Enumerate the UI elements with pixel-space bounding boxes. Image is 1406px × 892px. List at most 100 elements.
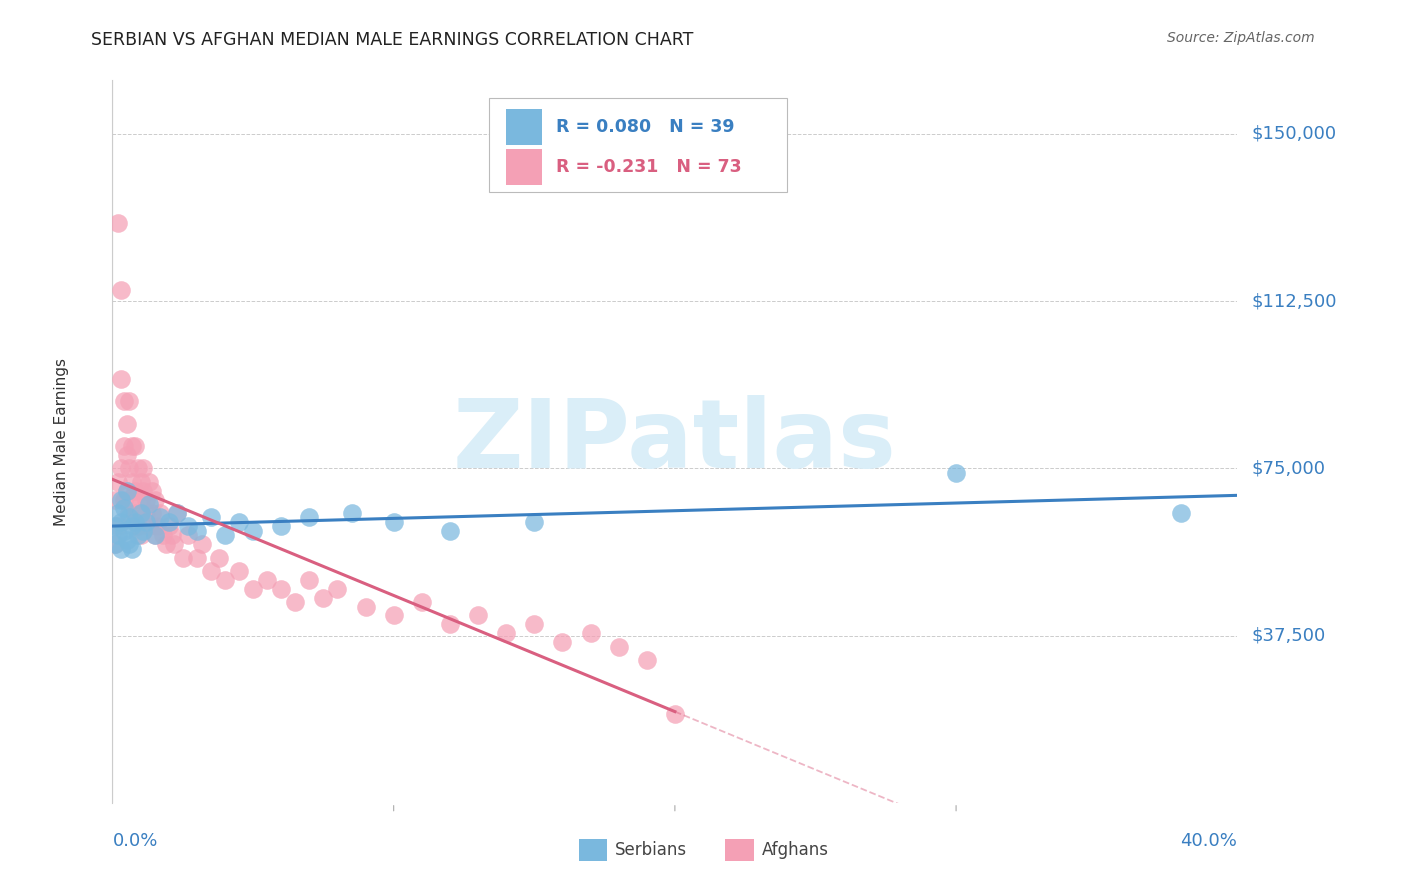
Point <box>129 492 152 507</box>
Point <box>112 394 135 409</box>
Point <box>149 510 172 524</box>
Point <box>127 519 149 533</box>
Text: SERBIAN VS AFGHAN MEDIAN MALE EARNINGS CORRELATION CHART: SERBIAN VS AFGHAN MEDIAN MALE EARNINGS C… <box>91 31 693 49</box>
Point <box>163 537 186 551</box>
Point <box>551 635 574 649</box>
Point <box>439 617 461 632</box>
Point <box>121 439 143 453</box>
Point <box>138 519 160 533</box>
Point <box>228 564 250 578</box>
FancyBboxPatch shape <box>506 109 543 145</box>
Point <box>138 497 160 511</box>
Point <box>112 524 135 538</box>
Point <box>138 475 160 489</box>
Point <box>382 515 405 529</box>
Point <box>132 524 155 538</box>
Point <box>127 461 149 475</box>
Point <box>298 510 321 524</box>
Text: Median Male Earnings: Median Male Earnings <box>55 358 69 525</box>
Point <box>523 515 546 529</box>
Text: Source: ZipAtlas.com: Source: ZipAtlas.com <box>1167 31 1315 45</box>
Point <box>115 483 138 498</box>
Point <box>607 640 630 654</box>
Point <box>121 541 143 556</box>
Point <box>186 524 208 538</box>
Point <box>191 537 214 551</box>
Text: $75,000: $75,000 <box>1251 459 1326 477</box>
Point <box>149 506 172 520</box>
Point <box>110 541 132 556</box>
FancyBboxPatch shape <box>506 149 543 185</box>
Point <box>118 394 141 409</box>
Point <box>214 528 236 542</box>
Point <box>326 582 349 596</box>
Point <box>340 506 363 520</box>
Text: Serbians: Serbians <box>616 841 688 859</box>
Point <box>115 533 138 547</box>
Point <box>110 283 132 297</box>
Point <box>579 626 602 640</box>
Point <box>129 475 152 489</box>
Point <box>104 537 127 551</box>
Point <box>270 582 292 596</box>
Point <box>124 439 146 453</box>
Point <box>107 528 129 542</box>
Point <box>124 506 146 520</box>
Point <box>1170 506 1192 520</box>
Point <box>270 519 292 533</box>
Point <box>298 573 321 587</box>
Point <box>110 492 132 507</box>
Point <box>214 573 236 587</box>
Point <box>124 515 146 529</box>
Point <box>141 483 163 498</box>
Point <box>118 510 141 524</box>
Point <box>945 466 967 480</box>
Point <box>124 483 146 498</box>
Point <box>107 506 129 520</box>
Point <box>115 483 138 498</box>
Point <box>382 608 405 623</box>
Point <box>110 372 132 386</box>
Point <box>157 519 180 533</box>
Point <box>143 528 166 542</box>
Point <box>110 461 132 475</box>
Point <box>104 519 127 533</box>
Point <box>157 515 180 529</box>
Point <box>132 483 155 498</box>
Point <box>104 492 127 507</box>
Point <box>284 595 307 609</box>
Point <box>523 617 546 632</box>
Text: R = 0.080   N = 39: R = 0.080 N = 39 <box>555 119 734 136</box>
Point <box>172 550 194 565</box>
Text: R = -0.231   N = 73: R = -0.231 N = 73 <box>555 158 741 176</box>
Point <box>256 573 278 587</box>
Text: $37,500: $37,500 <box>1251 626 1326 645</box>
Point <box>495 626 517 640</box>
Point <box>208 550 231 565</box>
Point <box>439 524 461 538</box>
Point <box>242 582 264 596</box>
Point <box>152 528 174 542</box>
Point <box>107 475 129 489</box>
Point <box>132 461 155 475</box>
Point <box>135 506 157 520</box>
Point <box>118 461 141 475</box>
Point <box>127 528 149 542</box>
Point <box>166 506 188 520</box>
Point <box>135 515 157 529</box>
Point <box>121 475 143 489</box>
Point <box>135 492 157 507</box>
Point <box>411 595 433 609</box>
Point <box>200 564 222 578</box>
Point <box>312 591 335 605</box>
Point <box>467 608 489 623</box>
Point <box>107 519 129 533</box>
Point <box>107 216 129 230</box>
Point <box>242 524 264 538</box>
FancyBboxPatch shape <box>579 838 607 861</box>
Point <box>118 506 141 520</box>
Point <box>636 653 658 667</box>
Point <box>160 528 183 542</box>
FancyBboxPatch shape <box>725 838 754 861</box>
Point <box>143 492 166 507</box>
